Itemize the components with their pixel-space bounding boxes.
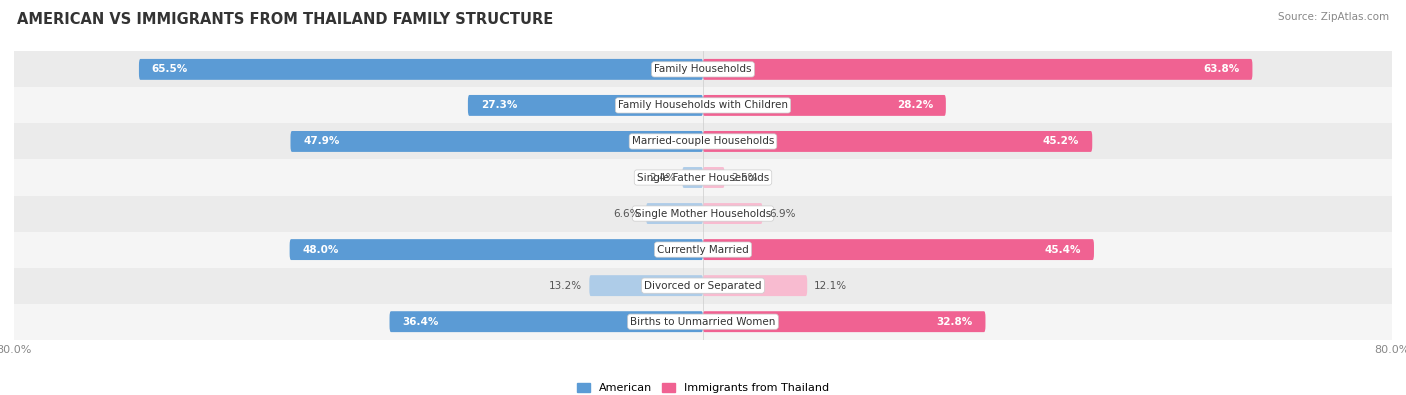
- Text: 12.1%: 12.1%: [814, 280, 848, 291]
- Text: Divorced or Separated: Divorced or Separated: [644, 280, 762, 291]
- Bar: [14, 123, 1392, 160]
- Text: Single Mother Households: Single Mother Households: [636, 209, 770, 218]
- FancyBboxPatch shape: [589, 275, 703, 296]
- FancyBboxPatch shape: [682, 167, 703, 188]
- Text: 28.2%: 28.2%: [897, 100, 934, 111]
- Bar: [14, 87, 1392, 123]
- Bar: [14, 268, 1392, 304]
- Text: 2.4%: 2.4%: [650, 173, 675, 182]
- Legend: American, Immigrants from Thailand: American, Immigrants from Thailand: [572, 378, 834, 395]
- Text: AMERICAN VS IMMIGRANTS FROM THAILAND FAMILY STRUCTURE: AMERICAN VS IMMIGRANTS FROM THAILAND FAM…: [17, 12, 553, 27]
- Bar: [14, 304, 1392, 340]
- FancyBboxPatch shape: [703, 95, 946, 116]
- FancyBboxPatch shape: [290, 239, 703, 260]
- Bar: [14, 51, 1392, 87]
- FancyBboxPatch shape: [703, 275, 807, 296]
- Text: 13.2%: 13.2%: [550, 280, 582, 291]
- Text: 32.8%: 32.8%: [936, 317, 973, 327]
- FancyBboxPatch shape: [389, 311, 703, 332]
- Text: Family Households: Family Households: [654, 64, 752, 74]
- Text: 48.0%: 48.0%: [302, 245, 339, 255]
- Text: 36.4%: 36.4%: [402, 317, 439, 327]
- FancyBboxPatch shape: [291, 131, 703, 152]
- Text: 6.6%: 6.6%: [613, 209, 640, 218]
- FancyBboxPatch shape: [703, 59, 1253, 80]
- Text: Family Households with Children: Family Households with Children: [619, 100, 787, 111]
- Text: 2.5%: 2.5%: [731, 173, 758, 182]
- Bar: [14, 160, 1392, 196]
- Text: Single Father Households: Single Father Households: [637, 173, 769, 182]
- FancyBboxPatch shape: [703, 167, 724, 188]
- FancyBboxPatch shape: [703, 203, 762, 224]
- Text: Births to Unmarried Women: Births to Unmarried Women: [630, 317, 776, 327]
- FancyBboxPatch shape: [647, 203, 703, 224]
- Text: 45.4%: 45.4%: [1045, 245, 1081, 255]
- Text: 45.2%: 45.2%: [1043, 136, 1080, 147]
- Text: 63.8%: 63.8%: [1204, 64, 1240, 74]
- Bar: [14, 196, 1392, 231]
- FancyBboxPatch shape: [468, 95, 703, 116]
- FancyBboxPatch shape: [703, 131, 1092, 152]
- FancyBboxPatch shape: [703, 311, 986, 332]
- Bar: [14, 231, 1392, 268]
- FancyBboxPatch shape: [139, 59, 703, 80]
- Text: 65.5%: 65.5%: [152, 64, 188, 74]
- Text: Married-couple Households: Married-couple Households: [631, 136, 775, 147]
- Text: 6.9%: 6.9%: [769, 209, 796, 218]
- Text: 47.9%: 47.9%: [304, 136, 340, 147]
- Text: Source: ZipAtlas.com: Source: ZipAtlas.com: [1278, 12, 1389, 22]
- Text: Currently Married: Currently Married: [657, 245, 749, 255]
- FancyBboxPatch shape: [703, 239, 1094, 260]
- Text: 27.3%: 27.3%: [481, 100, 517, 111]
